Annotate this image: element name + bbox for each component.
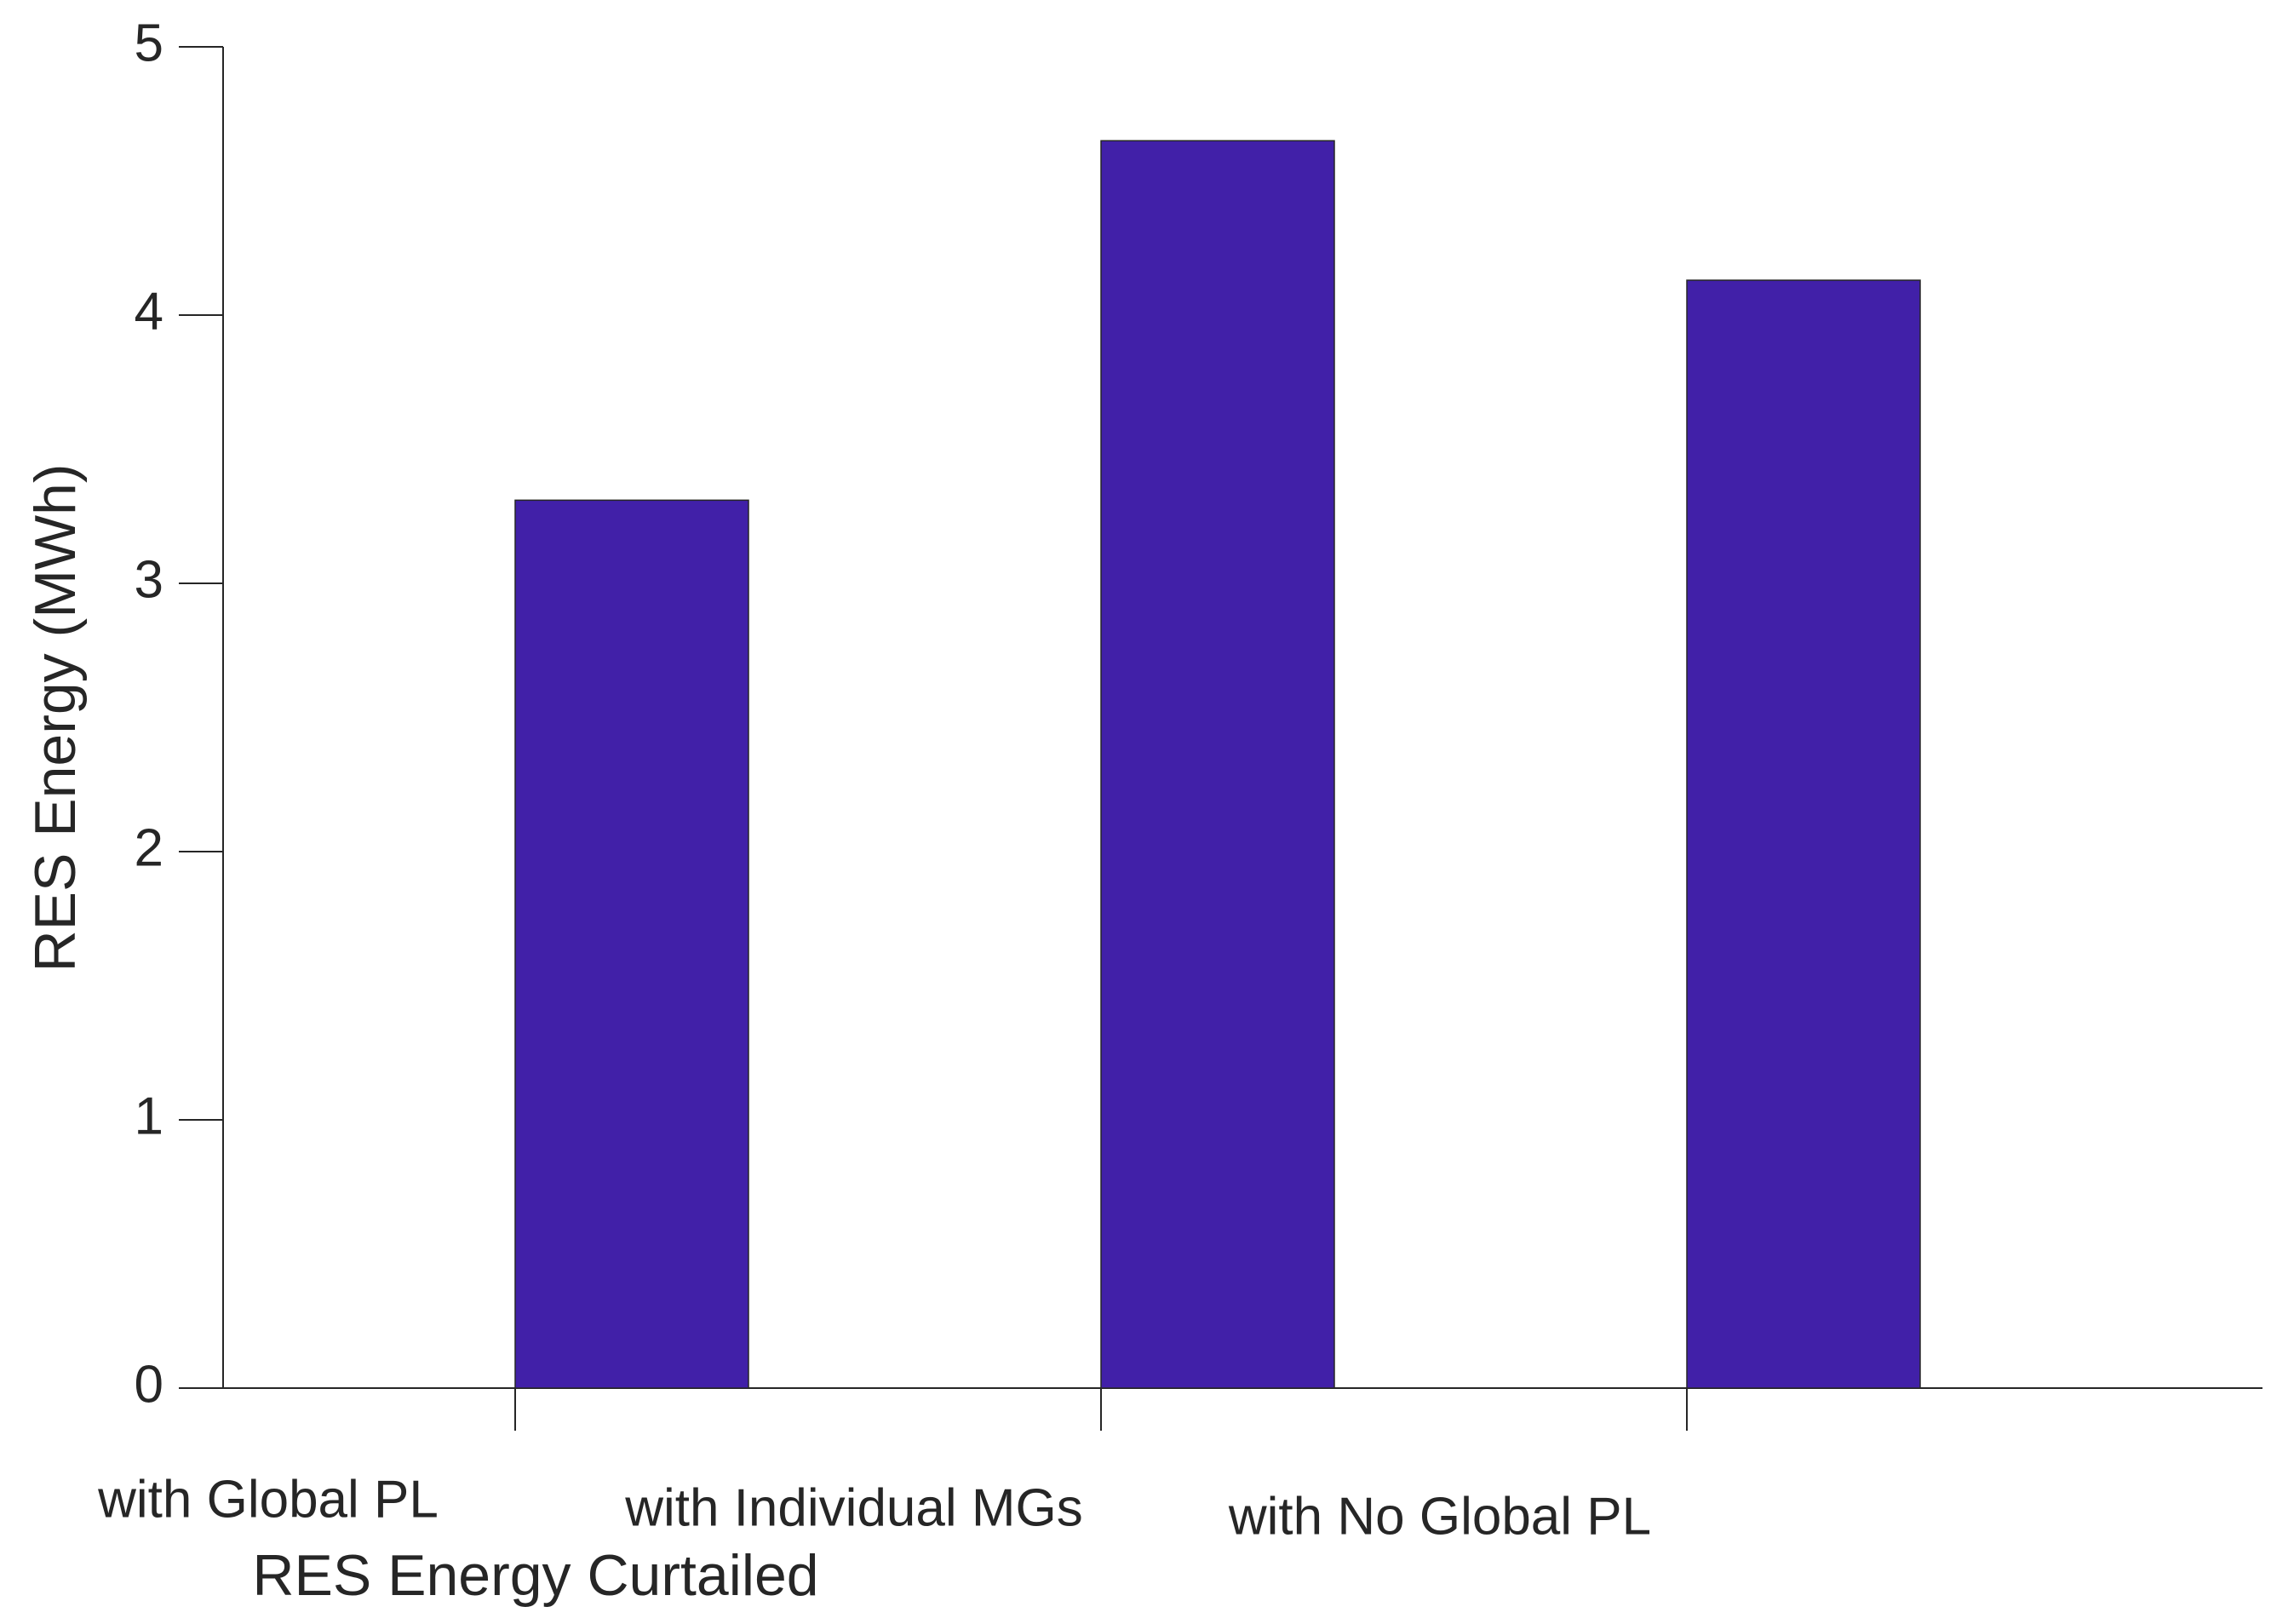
y-tick-label: 0 xyxy=(135,1355,163,1414)
y-tick-label: 4 xyxy=(135,282,163,341)
y-axis-title: RES Energy (MWh) xyxy=(23,464,88,973)
y-tick-label: 2 xyxy=(135,818,163,877)
bar xyxy=(1100,140,1335,1389)
y-tick-label: 1 xyxy=(135,1087,163,1145)
x-tick-label: with No Global PL xyxy=(1228,1487,1651,1546)
bar xyxy=(514,499,749,1389)
x-tick-label: with Individual MGs xyxy=(624,1478,1083,1537)
x-tick-label: with Global PL xyxy=(97,1470,439,1529)
x-axis-title: RES Energy Curtailed xyxy=(252,1543,818,1608)
y-tick-label: 3 xyxy=(135,550,163,609)
y-tick-label: 5 xyxy=(135,14,163,72)
bar xyxy=(1686,279,1921,1389)
